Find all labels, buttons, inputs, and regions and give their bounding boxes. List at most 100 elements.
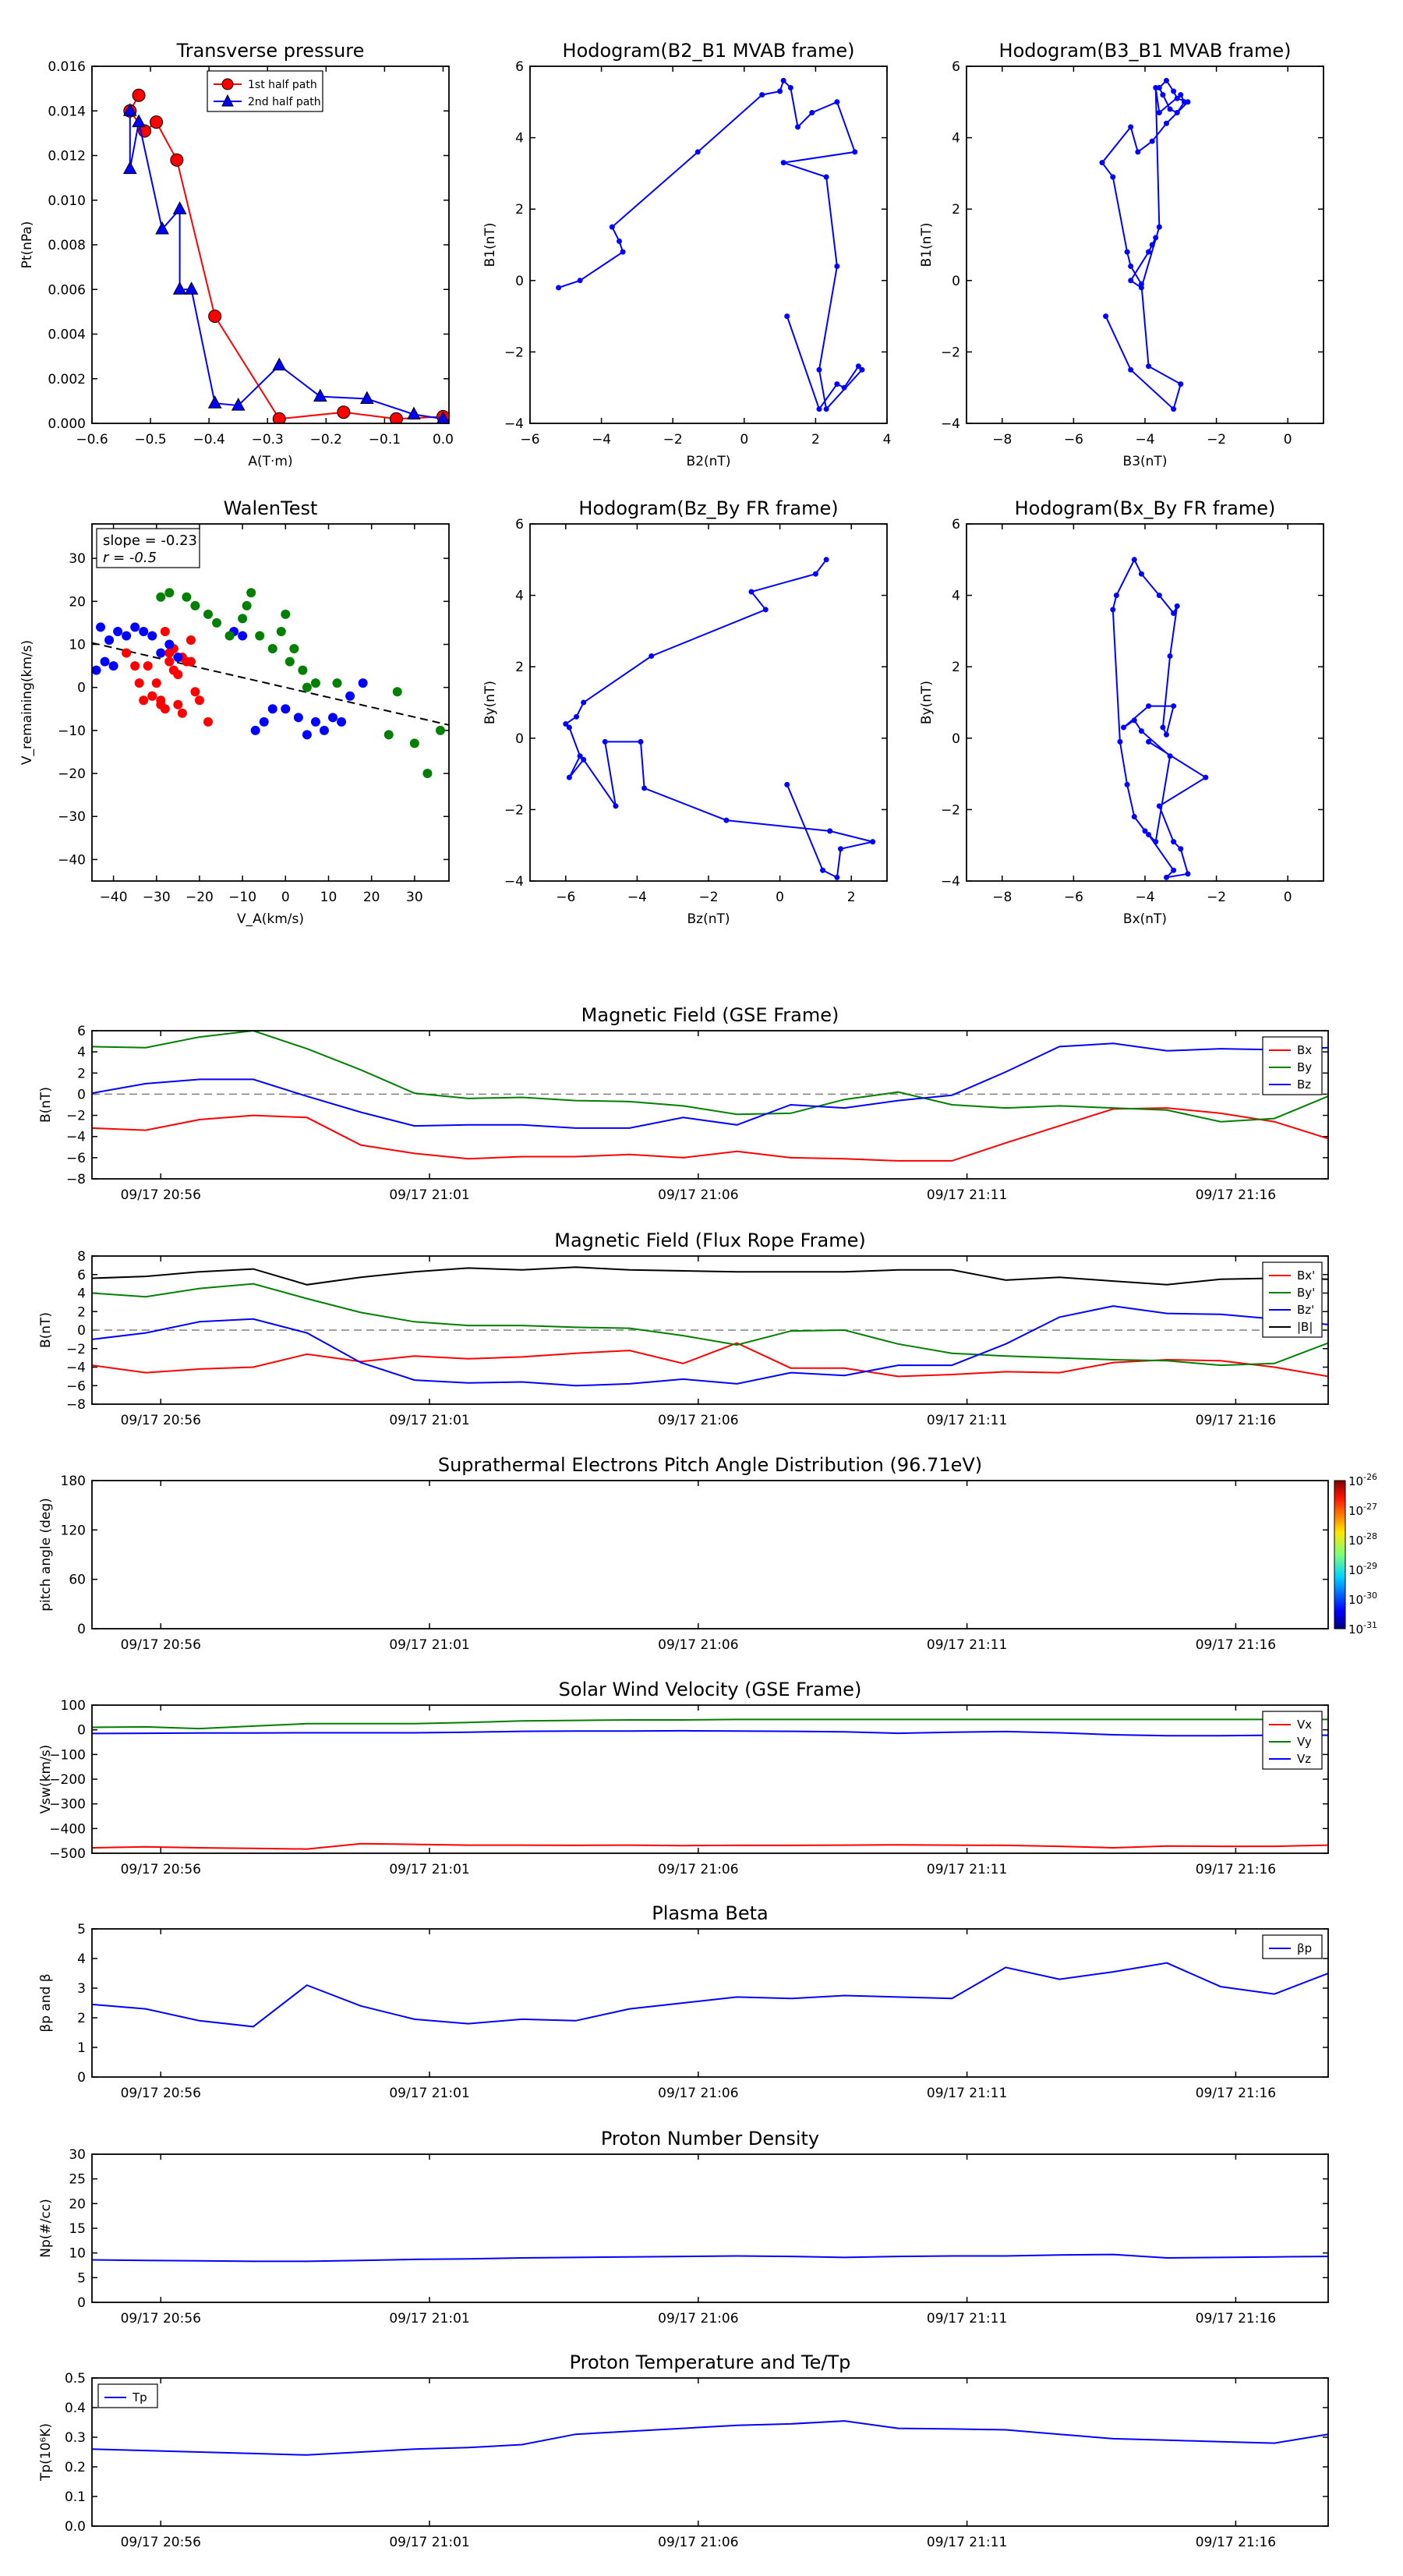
h2-marker-dot: [1153, 84, 1159, 90]
bfr-legend: Bx' By' Bz' |B|: [1262, 1261, 1323, 1338]
walen-chart: WalenTest −40 −30 −20 −10 0 10 20 30 −40 −30 −20 −10…: [19, 497, 450, 927]
pad-ytick-label: 60: [69, 1573, 86, 1588]
tp-ytick-label: 0.014: [48, 104, 86, 119]
walen-point-green: [182, 592, 192, 602]
walen-point-red: [156, 699, 166, 709]
bgse-plot-area: [92, 1031, 1328, 1162]
walen-point-green: [435, 725, 445, 735]
h1-marker-dot: [823, 174, 829, 180]
beta-ytick-label: 5: [77, 1922, 86, 1937]
tpp-ytick-label: 0.3: [65, 2430, 86, 2446]
walen-point-green: [281, 609, 291, 619]
walen-point-blue: [122, 631, 132, 641]
tp-xtick-label: −0.3: [252, 432, 284, 448]
h2-marker-dot: [1174, 95, 1180, 101]
tpp-xtick-label: 09/17 21:16: [1196, 2535, 1276, 2550]
tp-marker-circle: [170, 153, 184, 167]
bfr-legend-label: Bx': [1297, 1269, 1315, 1283]
tp-marker-triangle: [272, 357, 287, 371]
walen-point-blue: [100, 656, 110, 667]
bgse-xtick-label: 09/17 21:11: [927, 1187, 1007, 1203]
bgse-ytick-label: 4: [77, 1045, 86, 1060]
walen-point-red: [164, 648, 175, 658]
beta-title: Plasma Beta: [652, 1902, 768, 1924]
h2-marker-dot: [1160, 92, 1166, 98]
h1-marker-dot: [577, 278, 583, 284]
pad-colorbar-exponent: -26: [1363, 1472, 1377, 1482]
vsw-plot-area: [92, 1718, 1328, 1850]
vsw-series-line-Vx: [92, 1842, 1328, 1850]
h2-marker-dot: [1163, 120, 1169, 126]
walen-plot-area: [92, 588, 449, 779]
pad-colorbar-label: 10-30: [1348, 1591, 1377, 1607]
h1-xtick-label: 4: [883, 432, 892, 448]
vsw-legend-label: Vx: [1297, 1718, 1312, 1732]
np-xtick-label: 09/17 21:01: [389, 2311, 469, 2327]
walen-point-blue: [92, 665, 101, 675]
bgse-xtick-label: 09/17 21:16: [1196, 1187, 1276, 1203]
h2-marker-dot: [1153, 235, 1159, 241]
vsw-chart: Solar Wind Velocity (GSE Frame) 09/17 20:…: [38, 1679, 1329, 1877]
h1-marker-dot: [780, 77, 786, 83]
h3-marker-dot: [638, 738, 644, 745]
tp-plot-area: [122, 88, 449, 423]
h2-marker-dot: [1156, 110, 1162, 116]
walen-point-green: [422, 769, 433, 779]
walen-point-green: [383, 730, 394, 740]
walen-xtick-label: 20: [363, 890, 380, 905]
h2-chart: Hodogram(B3_B1 MVAB frame) −8 −6 −4 −2 0 −4 −2 0…: [919, 40, 1324, 469]
bfr-title: Magnetic Field (Flux Rope Frame): [554, 1230, 865, 1251]
h2-ytick-label: 0: [952, 274, 960, 289]
h2-xtick-label: −2: [1207, 432, 1226, 448]
bfr-legend-label: |B|: [1297, 1320, 1313, 1334]
tp-xtick-label: −0.1: [369, 432, 401, 448]
walen-point-blue: [345, 691, 355, 701]
h4-xtick-label: −4: [1135, 890, 1154, 905]
vsw-ytick-label: −100: [49, 1747, 86, 1763]
walen-point-green: [164, 588, 175, 598]
walen-point-red: [122, 648, 132, 658]
np-ytick-label: 25: [69, 2172, 86, 2188]
pad-ylabel: pitch angle (deg): [38, 1498, 54, 1612]
bfr-xtick-label: 09/17 21:16: [1196, 1413, 1276, 1428]
walen-annotation-box: [96, 528, 200, 568]
walen-point-green: [238, 614, 248, 624]
h1-marker-dot: [780, 160, 786, 166]
tp-marker-circle: [389, 412, 403, 423]
h2-marker-dot: [1171, 88, 1177, 94]
h2-series-line-hodogram: [1101, 79, 1189, 411]
walen-ytick-label: 10: [69, 638, 86, 653]
np-ytick-label: 30: [69, 2147, 86, 2163]
beta-xtick-label: 09/17 21:06: [658, 2086, 738, 2101]
walen-ytick-label: −40: [58, 852, 86, 868]
bfr-ytick-label: 8: [77, 1249, 86, 1265]
tp-marker-triangle: [172, 281, 187, 295]
beta-xtick-label: 09/17 21:11: [927, 2086, 1007, 2101]
bfr-series-line-By: [92, 1283, 1328, 1367]
walen-ytick-label: −20: [58, 766, 86, 782]
pad-heatmap-area: [92, 1481, 1328, 1629]
bfr-plot-area: [92, 1266, 1328, 1387]
h3-marker-dot: [748, 589, 755, 595]
h2-marker-dot: [1149, 138, 1155, 144]
h4-marker-dot: [1142, 828, 1148, 834]
h2-marker-dot: [1149, 242, 1155, 248]
vsw-legend: Vx Vy Vz: [1262, 1711, 1323, 1770]
bfr-ytick-label: 0: [77, 1323, 86, 1339]
walen-point-red: [203, 717, 213, 727]
pad-xtick-label: 09/17 21:11: [927, 1637, 1007, 1653]
walen-annotation: slope = -0.23r = -0.5: [96, 528, 200, 568]
pad-colorbar-label: 10-31: [1348, 1620, 1377, 1637]
tpp-ytick-label: 0.1: [65, 2489, 86, 2505]
walen-ylabel: V_remaining(km/s): [19, 640, 35, 765]
pad-colorbar-exponent: -27: [1363, 1502, 1377, 1512]
tpp-series-line-Tp: [92, 2420, 1328, 2456]
h4-marker-dot: [1138, 571, 1144, 577]
h1-marker-dot: [617, 238, 622, 244]
walen-point-blue: [130, 622, 140, 632]
h4-xlabel: Bx(nT): [1123, 911, 1167, 927]
h1-marker-dot: [816, 406, 822, 412]
vsw-legend-box: [1262, 1711, 1323, 1770]
h4-marker-dot: [1146, 738, 1152, 745]
